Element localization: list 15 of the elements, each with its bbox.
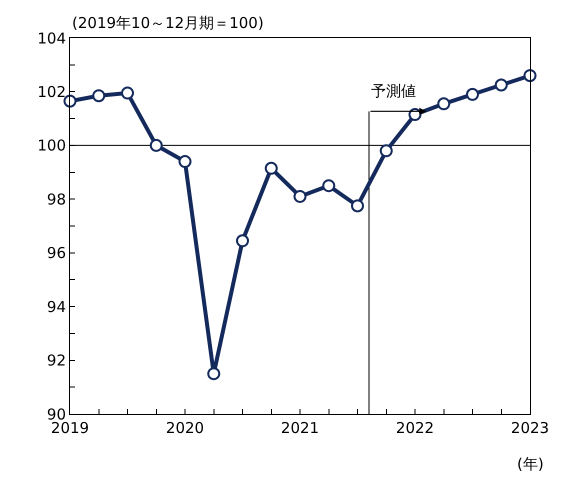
x-tick-label: 2023 bbox=[510, 419, 550, 437]
ref-line-label: 予測値 bbox=[371, 82, 416, 100]
x-axis-title: (年) bbox=[517, 455, 544, 473]
y-tick-label: 94 bbox=[46, 298, 66, 316]
x-tick-label: 2021 bbox=[280, 419, 320, 437]
y-tick-label: 96 bbox=[46, 244, 66, 262]
x-tick-label: 2020 bbox=[166, 419, 204, 437]
x-tick-label: 2019 bbox=[50, 419, 90, 437]
y-axis-title: (2019年10～12月期＝100) bbox=[72, 14, 264, 32]
y-tick-label: 100 bbox=[37, 136, 66, 155]
x-tick-label: 2022 bbox=[396, 419, 434, 437]
y-tick-label: 104 bbox=[37, 29, 66, 48]
y-tick-label: 92 bbox=[46, 352, 66, 370]
y-tick-label: 102 bbox=[37, 82, 66, 101]
y-tick-label: 98 bbox=[46, 190, 66, 208]
